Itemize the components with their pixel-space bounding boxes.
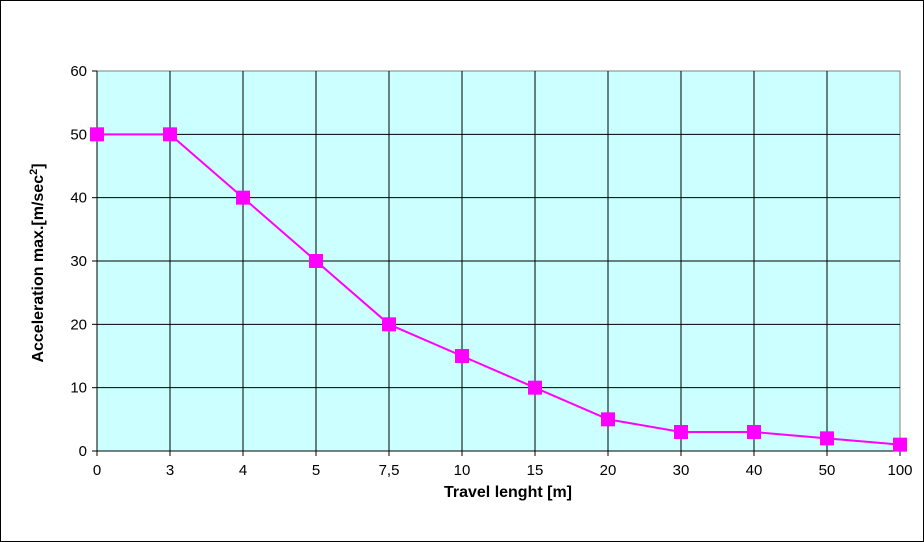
series-group [90, 127, 907, 452]
x-tick-label: 0 [93, 462, 101, 479]
y-tick-label: 30 [70, 253, 87, 270]
data-point-marker [747, 425, 761, 439]
x-tick-label: 10 [454, 462, 471, 479]
x-tick-label: 3 [166, 462, 174, 479]
x-tick-label: 40 [746, 462, 763, 479]
x-tick-label: 5 [312, 462, 320, 479]
y-tick-label: 20 [70, 316, 87, 333]
y-tick-label: 60 [70, 63, 87, 80]
x-tick-label: 50 [819, 462, 836, 479]
data-point-marker [309, 254, 323, 268]
data-point-marker [893, 437, 907, 452]
x-axis-title: Travel lenght [m] [444, 484, 572, 501]
data-point-marker [236, 190, 250, 205]
series-line [97, 133, 901, 446]
y-tick-label: 0 [79, 443, 87, 460]
y-tick-label: 50 [70, 126, 87, 143]
data-point-marker [674, 425, 688, 439]
x-tick-label: 15 [527, 462, 544, 479]
x-tick-label: 4 [239, 462, 247, 479]
y-axis-title-superscript: 2 [28, 169, 40, 175]
y-tick-label: 10 [70, 380, 87, 397]
x-tick-label: 20 [600, 462, 617, 479]
data-point-marker [90, 127, 104, 142]
x-tick-label: 30 [673, 462, 690, 479]
y-axis-title-close: ] [30, 163, 47, 168]
y-tick-label: 40 [70, 190, 87, 207]
data-point-marker [601, 412, 615, 427]
y-axis-title-main: Acceleration max.[m/sec [30, 175, 47, 363]
data-point-marker [163, 127, 177, 142]
x-tick-label: 7,5 [379, 462, 400, 479]
data-point-marker [528, 380, 542, 395]
data-point-marker [820, 431, 834, 446]
data-point-marker [455, 349, 469, 363]
x-axis-ticks: 0 3 4 5 7,5 10 15 20 30 40 50 100 [93, 451, 913, 479]
y-axis-title: Acceleration max.[m/sec2] [28, 163, 47, 362]
y-axis-ticks: 0 10 20 30 40 50 60 [70, 63, 97, 460]
x-tick-label: 100 [887, 462, 912, 479]
data-point-marker [382, 317, 396, 332]
